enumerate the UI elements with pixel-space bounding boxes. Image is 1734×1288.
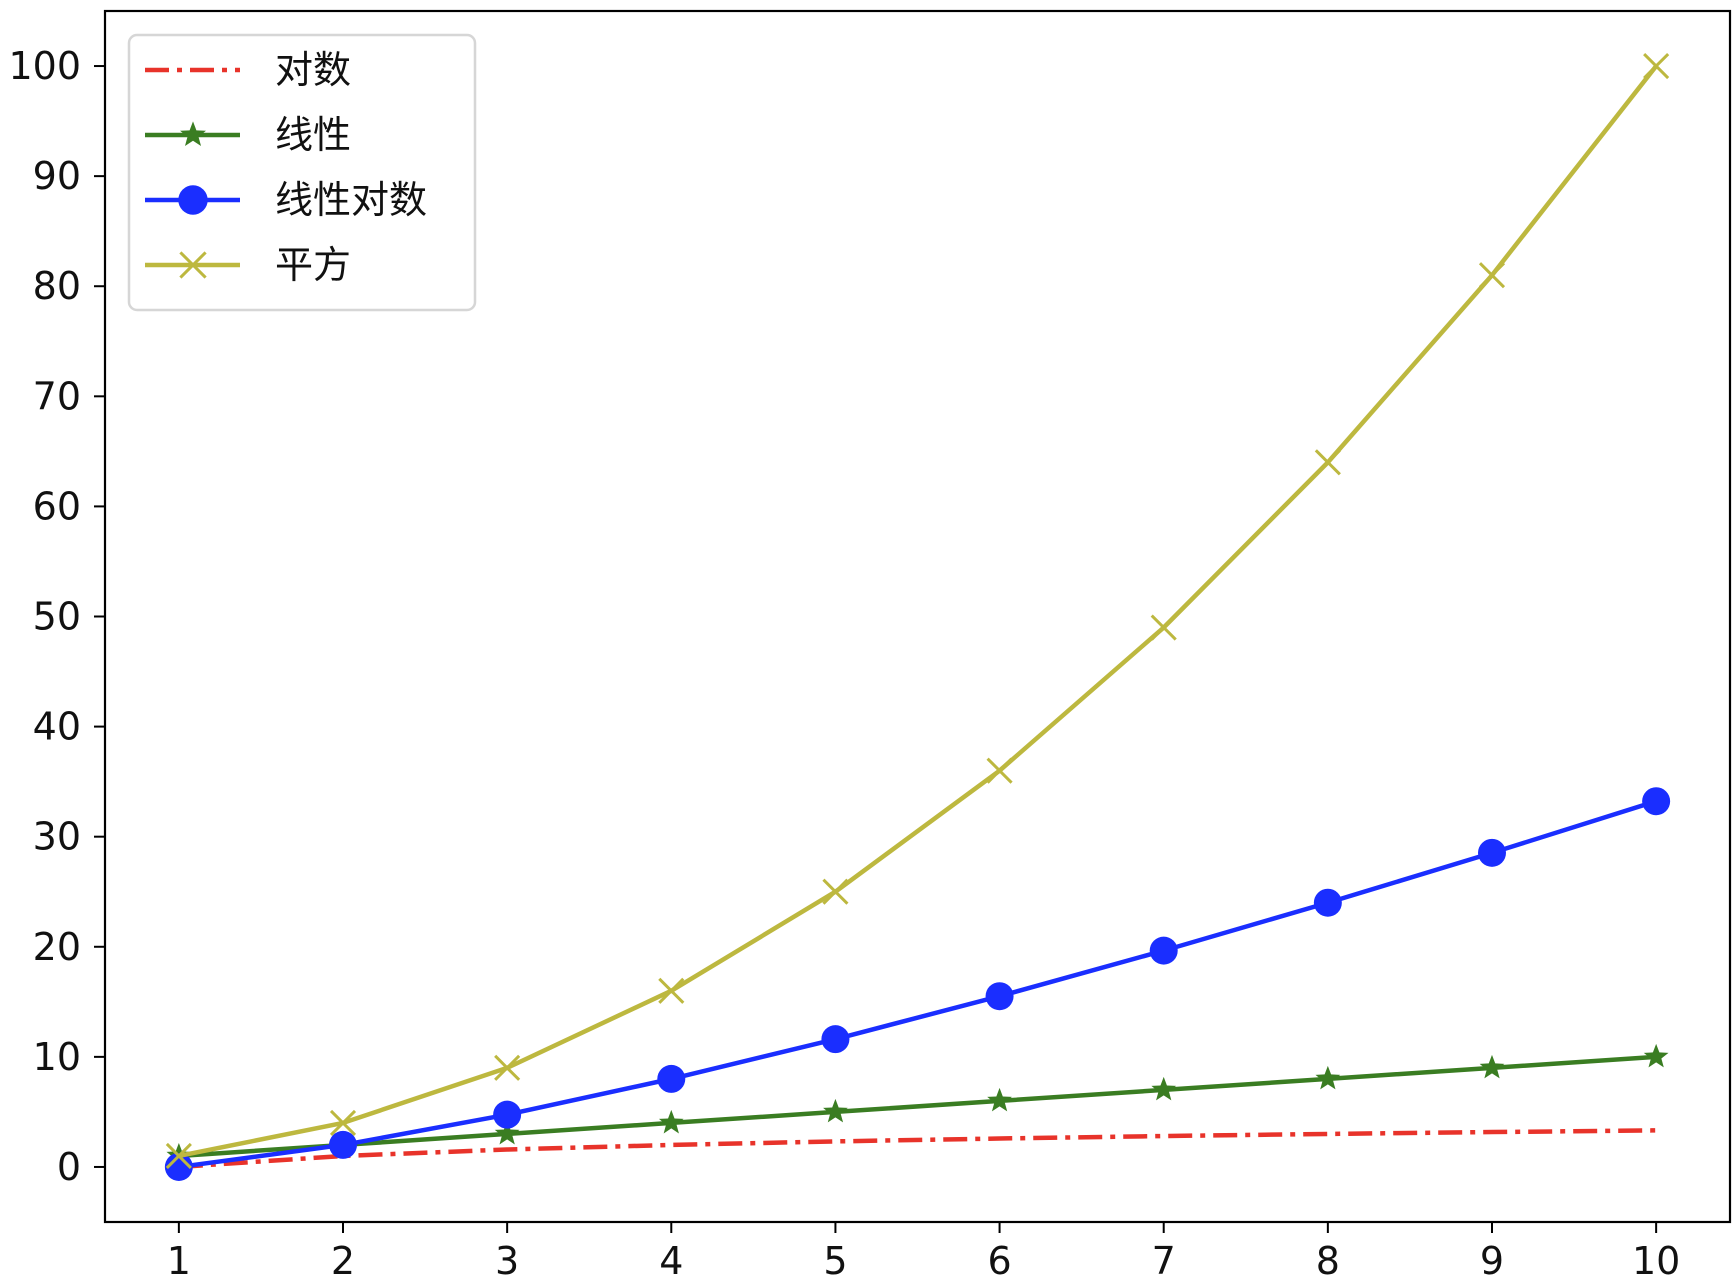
- series-line: [178, 799, 1657, 1170]
- y-tick-label: 30: [33, 815, 81, 859]
- data-point: [1643, 1043, 1669, 1068]
- legend-label: 线性对数: [275, 178, 427, 222]
- y-axis: 0 10 20 30 40 50 60 70 80 90 100: [8, 44, 105, 1189]
- data-point: [986, 757, 1013, 784]
- x-tick-label: 8: [1316, 1239, 1340, 1283]
- data-point: [329, 1109, 357, 1136]
- data-point: [822, 878, 849, 905]
- data-point: [987, 1087, 1012, 1112]
- y-tick-label: 20: [33, 925, 81, 969]
- legend-box: [127, 33, 477, 312]
- data-point: [1315, 1065, 1341, 1090]
- data-point: [1150, 614, 1177, 641]
- x-axis: 1 2 3 4 5 6 7 8 9 10: [167, 1222, 1680, 1283]
- series-1: [178, 1128, 1657, 1170]
- x-tick-label: 4: [659, 1239, 683, 1283]
- data-point: [494, 1120, 520, 1145]
- data-point: [493, 1100, 522, 1129]
- legend-marker: [180, 121, 206, 147]
- plot-area: [164, 52, 1671, 1181]
- series-line: [178, 1054, 1657, 1159]
- data-point: [1151, 1076, 1177, 1101]
- x-tick-label: 5: [823, 1239, 847, 1283]
- y-tick-label: 10: [33, 1035, 81, 1079]
- legend-label: 对数: [275, 48, 351, 92]
- y-tick-label: 50: [33, 595, 81, 639]
- x-tick-label: 7: [1152, 1239, 1176, 1283]
- y-tick-label: 40: [33, 705, 81, 749]
- x-tick-label: 2: [331, 1239, 355, 1283]
- y-tick-label: 100: [8, 44, 81, 88]
- series-4: [165, 52, 1670, 1170]
- data-point: [1479, 1054, 1505, 1079]
- y-tick-label: 0: [57, 1145, 81, 1189]
- data-point: [164, 1152, 193, 1181]
- x-tick-label: 1: [167, 1239, 191, 1283]
- data-point: [658, 1109, 684, 1134]
- data-point: [1642, 787, 1671, 816]
- legend-item: 线性对数: [145, 178, 427, 222]
- y-tick-label: 90: [33, 154, 81, 198]
- data-point: [1314, 449, 1341, 476]
- data-point: [1313, 888, 1342, 917]
- series-line: [178, 1128, 1657, 1170]
- x-tick-label: 6: [987, 1239, 1011, 1283]
- x-tick-label: 9: [1480, 1239, 1504, 1283]
- y-tick-label: 70: [33, 374, 81, 418]
- data-point: [821, 1025, 850, 1054]
- legend-item: 对数: [145, 48, 351, 92]
- data-point: [985, 982, 1014, 1011]
- x-tick-label: 10: [1632, 1239, 1680, 1283]
- legend-marker: [178, 185, 208, 215]
- data-point: [657, 1064, 686, 1093]
- legend-label: 平方: [275, 243, 351, 287]
- legend-marker: [179, 251, 207, 279]
- y-tick-label: 80: [33, 264, 81, 308]
- legend-item: 线性: [145, 113, 351, 157]
- data-point: [329, 1130, 358, 1159]
- data-point: [1149, 936, 1178, 965]
- x-tick-label: 3: [495, 1239, 519, 1283]
- data-point: [823, 1098, 848, 1123]
- data-point: [165, 1142, 192, 1170]
- series-line: [178, 64, 1658, 1159]
- y-tick-label: 60: [33, 484, 81, 528]
- data-point: [1643, 52, 1670, 80]
- legend-label: 线性: [275, 113, 351, 157]
- data-point: [1477, 838, 1506, 867]
- legend-item: 平方: [145, 243, 351, 287]
- series-3: [164, 787, 1671, 1181]
- data-point: [494, 1054, 521, 1081]
- data-point: [1478, 262, 1506, 289]
- data-point: [658, 977, 685, 1004]
